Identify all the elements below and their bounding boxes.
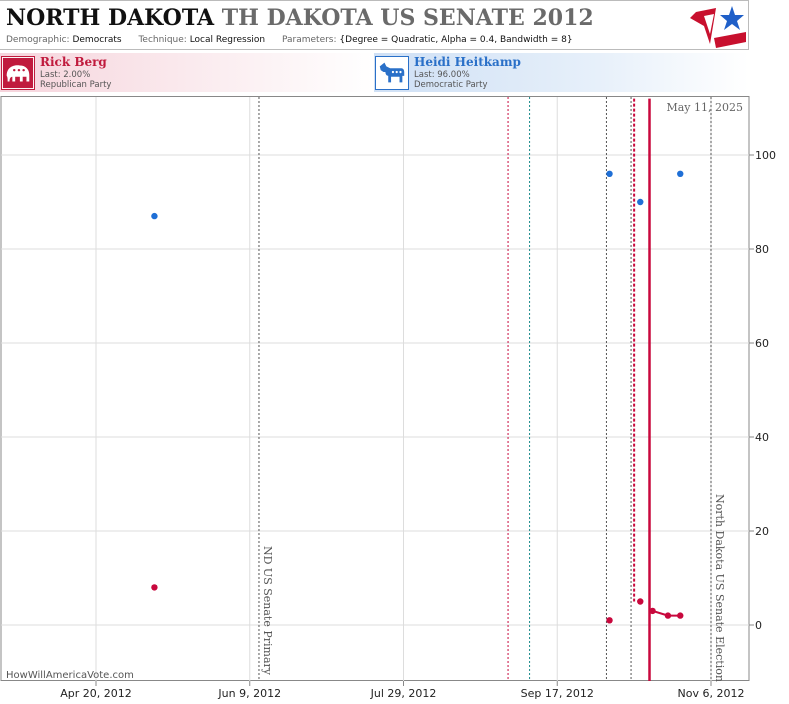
logo-red-stripe: [690, 8, 716, 44]
demographic-value: Democrats: [72, 35, 122, 45]
candidate-last-value: Last: 2.00%: [40, 70, 91, 80]
candidate-card-republican: Rick Berg Last: 2.00% Republican Party: [0, 53, 374, 92]
rick-berg-point: [677, 612, 684, 619]
candidate-party: Democratic Party: [414, 80, 488, 90]
y-tick-label: 80: [755, 243, 769, 256]
donkey-icon: [375, 56, 409, 90]
title-state: NORTH DAKOTA: [6, 5, 215, 31]
x-tick-label: Jun 9, 2012: [217, 687, 281, 700]
data-points: [151, 170, 684, 624]
heidi-heitkamp-point: [637, 198, 644, 206]
logo-white-stripe: [704, 14, 714, 34]
rick-berg-point: [664, 612, 672, 619]
technique-value: Local Regression: [189, 35, 266, 45]
chart-parameters: Demographic: Democrats Technique: Local …: [6, 35, 587, 45]
rick-berg-point: [606, 617, 613, 624]
event-label: North Dakota US Senate Election: [713, 494, 726, 682]
logo-red-band: [714, 32, 746, 48]
elephant-icon: [1, 56, 35, 90]
rick-berg-point: [637, 598, 644, 605]
watermark: HowWillAmericaVote.com: [6, 670, 134, 681]
x-axis: Apr 20, 2012 Jun 9, 2012 Jul 29, 2012 Sep 1…: [60, 681, 744, 700]
y-axis: 0 20 40 60 80 100: [749, 149, 776, 632]
candidate-card-democrat: Heidi Heitkamp Last: 96.00% Democratic P…: [374, 53, 749, 92]
date-stamp: May 11, 2025: [666, 101, 743, 114]
candidate-name: Rick Berg: [40, 55, 107, 69]
parameters-label: Parameters:: [281, 35, 337, 45]
candidate-party: Republican Party: [40, 80, 112, 90]
candidate-name: Heidi Heitkamp: [414, 55, 521, 69]
heidi-heitkamp-point: [151, 212, 158, 220]
title-race: TH DAKOTA US SENATE 2012: [221, 5, 594, 31]
chart-header: NORTH DAKOTA TH DAKOTA US SENATE 2012 De…: [0, 0, 749, 50]
event-lines: ND US Senate Primary North Dakota US Sena…: [258, 97, 726, 682]
logo-star-icon: [720, 6, 744, 30]
x-tick-label: Nov 6, 2012: [678, 687, 745, 700]
plot-area: [0, 96, 750, 681]
heidi-heitkamp-point: [677, 170, 684, 177]
parameters-value: {Degree = Quadratic, Alpha = 0.4, Bandwi…: [339, 35, 573, 45]
x-tick-label: Jul 29, 2012: [370, 687, 437, 700]
technique-label: Technique:: [138, 35, 187, 45]
rick-berg-point: [649, 607, 656, 615]
y-tick-label: 40: [755, 431, 769, 444]
star-flag-logo: [690, 6, 746, 48]
poll-chart: ND US Senate Primary North Dakota US Sena…: [0, 96, 776, 700]
chart-title: NORTH DAKOTA TH DAKOTA US SENATE 2012: [6, 5, 594, 31]
rick-berg-point: [151, 584, 158, 591]
candidate-last-value: Last: 96.00%: [414, 70, 470, 80]
x-tick-label: Sep 17, 2012: [521, 687, 594, 700]
event-label: ND US Senate Primary: [261, 546, 274, 676]
y-tick-label: 0: [755, 619, 762, 632]
heidi-heitkamp-point: [606, 170, 613, 177]
y-tick-label: 20: [755, 525, 769, 538]
demographic-label: Demographic:: [6, 35, 70, 45]
y-tick-label: 60: [755, 337, 769, 350]
y-tick-label: 100: [755, 149, 776, 162]
x-tick-label: Apr 20, 2012: [60, 687, 132, 700]
